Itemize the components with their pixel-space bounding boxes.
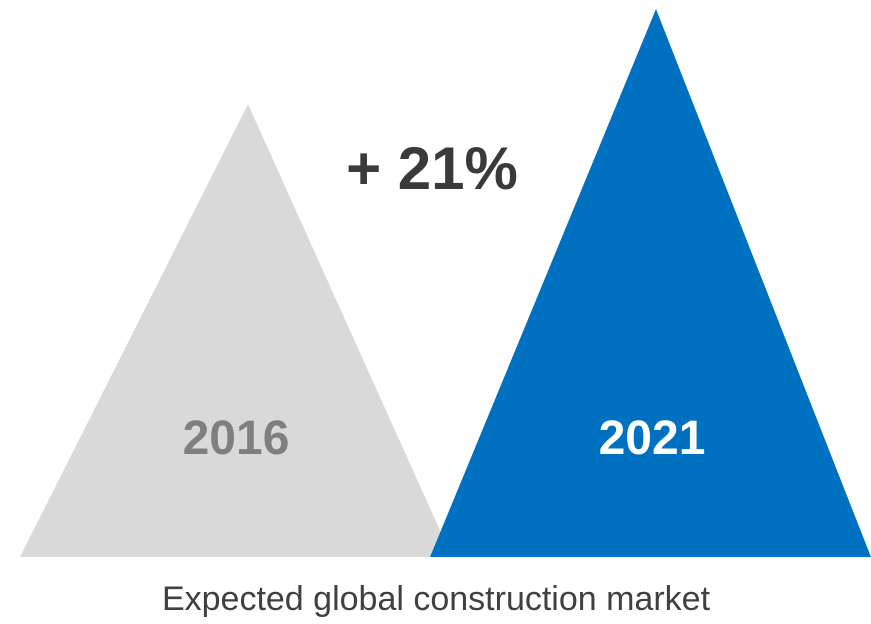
growth-label: + 21% (346, 135, 518, 202)
triangle-2021 (430, 9, 871, 557)
category-label-2021: 2021 (599, 412, 706, 465)
chart-caption: Expected global construction market (162, 580, 711, 618)
triangle-2016 (20, 104, 452, 558)
category-label-2016: 2016 (183, 412, 290, 465)
